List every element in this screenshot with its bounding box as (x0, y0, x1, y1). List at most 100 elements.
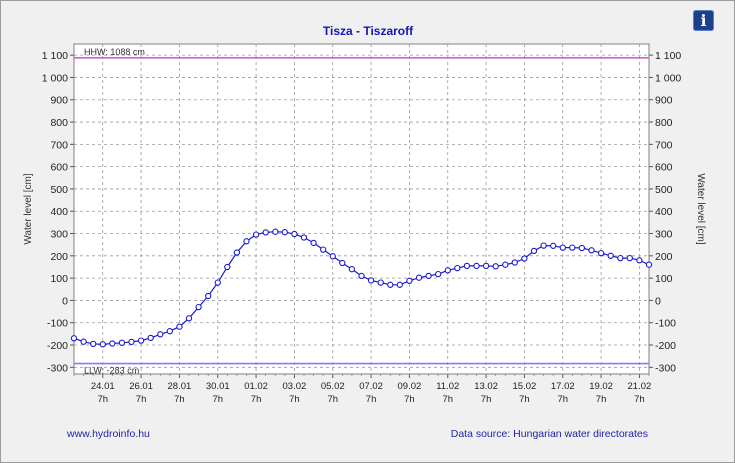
data-point (359, 273, 364, 278)
x-tick-label-hour: 7h (327, 394, 338, 405)
reference-label-1: LLW: -283 cm (84, 366, 139, 376)
y-tick-label-right: 700 (655, 139, 673, 151)
data-point (531, 248, 536, 253)
x-tick-label-hour: 7h (596, 394, 607, 405)
data-point (522, 256, 527, 261)
data-point (311, 240, 316, 245)
y-tick-label-right: 200 (655, 251, 673, 263)
data-point (282, 230, 287, 235)
data-point (618, 256, 623, 261)
y-tick-label-right: 0 (655, 295, 661, 307)
chart-title: Tisza - Tiszaroff (323, 24, 414, 38)
y-tick-label-left: -300 (47, 362, 68, 374)
data-point (206, 293, 211, 298)
data-point (388, 282, 393, 287)
x-tick-label-date: 15.02 (513, 381, 537, 392)
data-point (244, 239, 249, 244)
x-tick-label-hour: 7h (634, 394, 645, 405)
data-point (349, 267, 354, 272)
data-point (369, 278, 374, 283)
y-tick-label-left: -100 (47, 318, 68, 330)
data-point (551, 243, 556, 248)
x-tick-label-hour: 7h (136, 394, 147, 405)
x-tick-label-date: 05.02 (321, 381, 345, 392)
data-point (234, 250, 239, 255)
data-point (321, 247, 326, 252)
data-point (330, 254, 335, 259)
y-tick-label-left: -200 (47, 340, 68, 352)
data-point (464, 263, 469, 268)
data-source-note: Data source: Hungarian water directorate… (451, 428, 648, 440)
data-point (397, 282, 402, 287)
data-point (81, 339, 86, 344)
data-point (177, 324, 182, 329)
x-tick-label-date: 07.02 (359, 381, 383, 392)
data-point (196, 305, 201, 310)
y-tick-label-left: 300 (50, 229, 68, 241)
y-tick-label-right: 100 (655, 273, 673, 285)
x-tick-label-hour: 7h (97, 394, 108, 405)
y-axis-label-left: Water level [cm] (23, 173, 34, 245)
y-tick-label-right: 300 (655, 229, 673, 241)
x-tick-label-hour: 7h (481, 394, 492, 405)
y-tick-label-left: 1 100 (42, 50, 68, 62)
data-point (158, 332, 163, 337)
data-point (254, 232, 259, 237)
data-point (225, 264, 230, 269)
data-point (474, 263, 479, 268)
data-point (436, 272, 441, 277)
y-axis-label-right: Water level [cm] (695, 173, 706, 245)
data-point (110, 341, 115, 346)
y-tick-label-left: 700 (50, 139, 68, 151)
x-tick-label-date: 21.02 (628, 381, 652, 392)
y-tick-label-right: 900 (655, 95, 673, 107)
x-tick-label-hour: 7h (289, 394, 300, 405)
y-tick-label-left: 0 (62, 295, 68, 307)
data-point (100, 342, 105, 347)
data-point (426, 273, 431, 278)
x-tick-label-hour: 7h (366, 394, 377, 405)
data-point (167, 329, 172, 334)
y-tick-label-right: 1 100 (655, 50, 681, 62)
data-point (599, 251, 604, 256)
data-point (416, 275, 421, 280)
y-tick-label-left: 500 (50, 184, 68, 196)
data-point (292, 231, 297, 236)
x-tick-label-hour: 7h (557, 394, 568, 405)
info-icon-button[interactable]: i (693, 10, 714, 31)
data-point (512, 260, 517, 265)
x-tick-label-hour: 7h (442, 394, 453, 405)
y-tick-label-right: 600 (655, 162, 673, 174)
y-tick-label-left: 900 (50, 95, 68, 107)
data-point (139, 338, 144, 343)
reference-label-0: HHW: 1088 cm (84, 47, 145, 57)
x-tick-label-date: 24.01 (91, 381, 115, 392)
x-tick-label-date: 19.02 (589, 381, 613, 392)
x-tick-label-date: 26.01 (129, 381, 153, 392)
data-point (340, 260, 345, 265)
data-point (215, 280, 220, 285)
x-tick-label-date: 09.02 (398, 381, 422, 392)
data-point (579, 245, 584, 250)
x-tick-label-date: 28.01 (168, 381, 192, 392)
y-tick-label-right: -200 (655, 340, 676, 352)
y-tick-label-left: 400 (50, 206, 68, 218)
y-tick-label-right: 800 (655, 117, 673, 129)
x-tick-label-hour: 7h (404, 394, 415, 405)
x-tick-label-date: 13.02 (474, 381, 498, 392)
data-point (570, 245, 575, 250)
x-tick-label-hour: 7h (251, 394, 262, 405)
data-point (646, 262, 651, 267)
x-tick-label-hour: 7h (212, 394, 223, 405)
data-point (627, 256, 632, 261)
y-tick-label-right: -100 (655, 318, 676, 330)
data-point (503, 262, 508, 267)
data-point (445, 268, 450, 273)
info-icon: i (700, 11, 706, 30)
y-tick-label-left: 100 (50, 273, 68, 285)
y-tick-label-right: 1 000 (655, 72, 681, 84)
y-tick-label-right: 500 (655, 184, 673, 196)
hydroinfo-link[interactable]: www.hydroinfo.hu (67, 428, 150, 440)
y-tick-label-right: 400 (655, 206, 673, 218)
